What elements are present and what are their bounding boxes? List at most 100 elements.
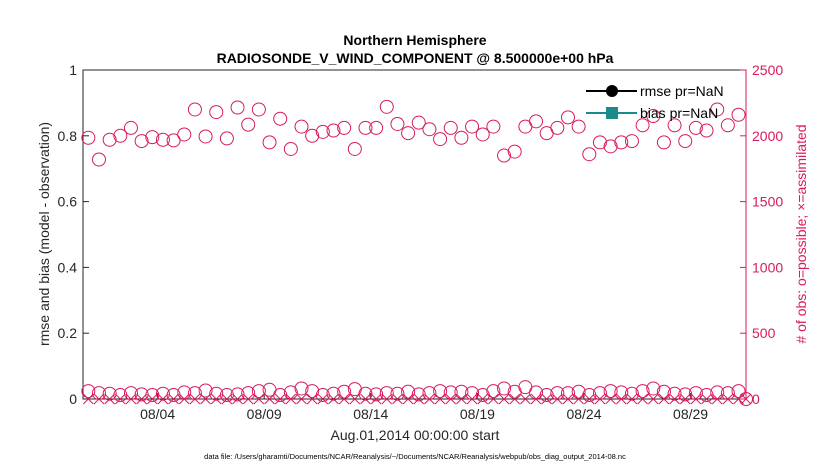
- possible-obs-point: [507, 144, 522, 159]
- possible-obs-point: [305, 128, 320, 143]
- possible-obs-point: [656, 384, 671, 399]
- possible-obs-point: [465, 119, 480, 134]
- left-tick-label: 0.6: [58, 194, 78, 210]
- possible-obs-point: [731, 107, 746, 122]
- possible-obs-point: [560, 110, 575, 125]
- possible-obs-point: [187, 386, 202, 401]
- assimilated-obs-point: [189, 393, 201, 405]
- legend-bias-label: bias pr=NaN: [640, 105, 718, 121]
- possible-obs-point: [550, 120, 565, 135]
- possible-obs-point: [294, 381, 309, 396]
- assimilated-obs-point: [82, 393, 94, 405]
- assimilated-obs-point: [637, 393, 648, 405]
- assimilated-obs-point: [669, 393, 680, 405]
- plot-area: [82, 69, 747, 400]
- assimilated-obs-point: [679, 393, 691, 405]
- possible-obs-point: [422, 386, 437, 401]
- possible-obs-point: [592, 386, 607, 401]
- possible-obs-point: [401, 126, 416, 141]
- legend-bias-marker: [606, 107, 618, 119]
- possible-obs-point: [411, 115, 426, 130]
- possible-obs-point: [571, 119, 586, 134]
- right-tick-label: 0: [752, 391, 760, 407]
- possible-obs-point: [539, 388, 554, 403]
- assimilated-obs-point: [605, 393, 616, 405]
- possible-obs-point: [497, 381, 512, 396]
- x-tick-label: 08/19: [460, 406, 495, 422]
- assimilated-obs-point: [136, 393, 147, 405]
- possible-obs-point: [411, 387, 426, 402]
- possible-obs-point: [358, 386, 373, 401]
- assimilated-obs-point: [477, 393, 489, 405]
- legend-rmse-label: rmse pr=NaN: [640, 83, 724, 99]
- right-tick-label: 1000: [752, 259, 783, 275]
- possible-obs-point: [443, 120, 458, 135]
- possible-obs-point: [560, 386, 575, 401]
- legend-rmse-marker: [606, 85, 618, 97]
- assimilated-obs-point: [338, 393, 350, 405]
- assimilated-obs-point: [690, 393, 702, 405]
- possible-obs-point: [379, 99, 394, 114]
- possible-obs-point: [486, 119, 501, 134]
- assimilated-obs-point: [157, 393, 169, 405]
- possible-obs-point: [731, 384, 746, 399]
- possible-obs-point: [592, 135, 607, 150]
- assimilated-obs-point: [626, 393, 638, 405]
- y-axis-label-right: # of obs: o=possible; ×=assimilated: [793, 124, 809, 343]
- assimilated-obs-point: [488, 393, 499, 405]
- left-tick-label: 1: [69, 62, 77, 78]
- possible-obs-point: [294, 119, 309, 134]
- assimilated-obs-point: [360, 393, 371, 405]
- possible-obs-point: [113, 388, 128, 403]
- x-tick-label: 08/04: [140, 406, 175, 422]
- possible-obs-point: [177, 127, 192, 142]
- possible-obs-point: [739, 392, 753, 406]
- possible-obs-point: [582, 147, 597, 162]
- assimilated-obs-point: [306, 393, 318, 405]
- possible-obs-point: [145, 130, 160, 145]
- possible-obs-point: [433, 132, 448, 147]
- possible-obs-point: [369, 387, 384, 402]
- possible-obs-point: [656, 135, 671, 150]
- footnote: data file: /Users/gharamti/Documents/NCA…: [204, 452, 626, 461]
- assimilated-obs-point: [701, 393, 712, 405]
- possible-obs-point: [241, 117, 256, 132]
- possible-obs-point: [102, 386, 117, 401]
- assimilated-obs-point: [583, 393, 595, 405]
- left-tick-label: 0.2: [58, 325, 78, 341]
- x-tick-label: 08/29: [673, 406, 708, 422]
- possible-obs-point: [646, 109, 661, 124]
- assimilated-obs-point: [562, 393, 574, 405]
- possible-obs-point: [123, 386, 138, 401]
- possible-obs-point: [699, 123, 714, 138]
- data-series: [81, 99, 753, 406]
- possible-obs-point: [273, 388, 288, 403]
- possible-obs-point: [241, 386, 256, 401]
- possible-obs-point: [635, 118, 650, 133]
- possible-obs-point: [337, 120, 352, 135]
- possible-obs-point: [187, 102, 202, 117]
- possible-obs-point: [433, 384, 448, 399]
- possible-obs-point: [624, 386, 639, 401]
- possible-obs-point: [379, 386, 394, 401]
- possible-obs-point: [486, 384, 501, 399]
- possible-obs-point: [262, 135, 277, 150]
- possible-obs-point: [230, 387, 245, 402]
- assimilated-obs-point: [125, 393, 137, 405]
- possible-obs-point: [123, 120, 138, 135]
- possible-obs-point: [230, 100, 245, 115]
- assimilated-obs-point: [210, 393, 222, 405]
- possible-obs-point: [134, 387, 149, 402]
- possible-obs-point: [390, 386, 405, 401]
- assimilated-obs-point: [541, 393, 553, 405]
- assimilated-obs-point: [722, 393, 734, 405]
- possible-obs-point: [219, 131, 234, 146]
- possible-obs-point: [198, 383, 213, 398]
- assimilated-obs-point: [317, 393, 329, 405]
- assimilated-obs-point: [93, 393, 105, 405]
- possible-obs-point: [422, 122, 437, 137]
- right-tick-label: 2000: [752, 128, 783, 144]
- right-tick-label: 1500: [752, 194, 783, 210]
- possible-obs-point: [166, 133, 181, 148]
- possible-obs-point: [219, 388, 234, 403]
